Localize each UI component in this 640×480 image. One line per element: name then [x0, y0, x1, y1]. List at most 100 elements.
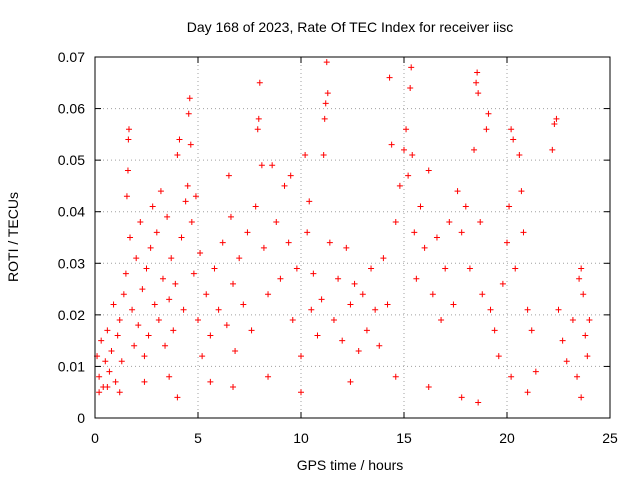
data-point [125, 136, 132, 143]
data-point [318, 296, 325, 303]
data-point [108, 347, 115, 354]
data-point [347, 378, 354, 385]
plot-frame [94, 56, 611, 419]
data-point [269, 162, 276, 169]
data-point [298, 389, 304, 396]
x-tick-label: 25 [602, 430, 618, 446]
data-point [155, 317, 162, 324]
data-point [458, 229, 465, 236]
data-point [475, 90, 482, 97]
data-point [252, 203, 259, 210]
data-point [510, 136, 517, 143]
data-point [219, 239, 226, 246]
data-point [227, 213, 234, 220]
data-point [199, 353, 206, 360]
y-tick-label: 0.03 [58, 255, 85, 271]
data-point [223, 322, 230, 329]
x-tick-label: 10 [293, 430, 309, 446]
y-tick-label: 0.01 [58, 358, 85, 374]
data-point [298, 353, 304, 360]
data-point [508, 373, 515, 380]
data-point [188, 219, 195, 226]
data-point [335, 275, 342, 282]
data-point [413, 275, 420, 282]
data-point [518, 188, 525, 195]
data-point [504, 239, 510, 246]
data-point [516, 151, 523, 158]
data-point [182, 198, 189, 205]
data-point [187, 141, 194, 148]
data-point [528, 327, 535, 334]
data-point [240, 301, 247, 308]
data-point [359, 291, 366, 298]
data-point [306, 198, 313, 205]
data-point [551, 121, 558, 128]
data-point [508, 126, 515, 133]
data-point [417, 203, 424, 210]
data-point [293, 265, 300, 272]
data-point [384, 301, 391, 308]
data-point [582, 332, 589, 339]
data-point [289, 317, 296, 324]
data-point [576, 275, 583, 282]
data-point [321, 115, 328, 122]
data-point [137, 219, 144, 226]
data-point [386, 74, 393, 81]
data-point [555, 306, 562, 313]
data-point [166, 296, 173, 303]
data-point [405, 172, 412, 179]
data-point [314, 332, 321, 339]
data-point [96, 373, 103, 380]
data-point [112, 378, 119, 385]
data-point [479, 291, 486, 298]
data-point [287, 172, 294, 179]
x-axis-label: GPS time / hours [297, 457, 404, 473]
data-point [192, 193, 199, 200]
data-point [495, 353, 502, 360]
data-point [184, 182, 191, 189]
data-point [256, 79, 263, 86]
data-point [347, 301, 354, 308]
data-point [438, 317, 445, 324]
data-point [265, 373, 272, 380]
data-point [578, 265, 585, 272]
data-point [392, 219, 399, 226]
data-point [277, 275, 284, 282]
data-point [139, 286, 146, 293]
data-point [396, 182, 403, 189]
x-tick-labels: 0 5 10 15 20 25 [91, 430, 618, 446]
data-point [549, 146, 556, 153]
data-point [411, 229, 418, 236]
data-point [408, 64, 415, 71]
data-point [323, 59, 330, 66]
data-point [180, 306, 187, 313]
data-point [524, 306, 531, 313]
data-point [351, 280, 358, 287]
data-point [368, 265, 375, 272]
data-point [569, 317, 576, 324]
y-tick-label: 0.04 [58, 204, 85, 220]
data-point [409, 151, 416, 158]
data-point [425, 167, 432, 174]
data-point [520, 229, 527, 236]
data-point [125, 126, 132, 133]
data-point [450, 301, 457, 308]
data-point [254, 126, 261, 133]
data-point [433, 234, 440, 241]
data-point [499, 280, 506, 287]
data-point [260, 244, 267, 251]
data-point [129, 306, 136, 313]
data-point [98, 337, 105, 344]
data-point [380, 255, 387, 262]
data-point [320, 151, 327, 158]
data-point [376, 342, 383, 349]
data-point [118, 358, 125, 365]
data-point [133, 255, 140, 262]
data-point [185, 110, 192, 117]
data-point [236, 255, 243, 262]
data-point [211, 265, 218, 272]
data-point [116, 389, 123, 396]
data-point [195, 317, 201, 324]
data-point [553, 115, 560, 122]
x-tick-label: 5 [194, 430, 202, 446]
